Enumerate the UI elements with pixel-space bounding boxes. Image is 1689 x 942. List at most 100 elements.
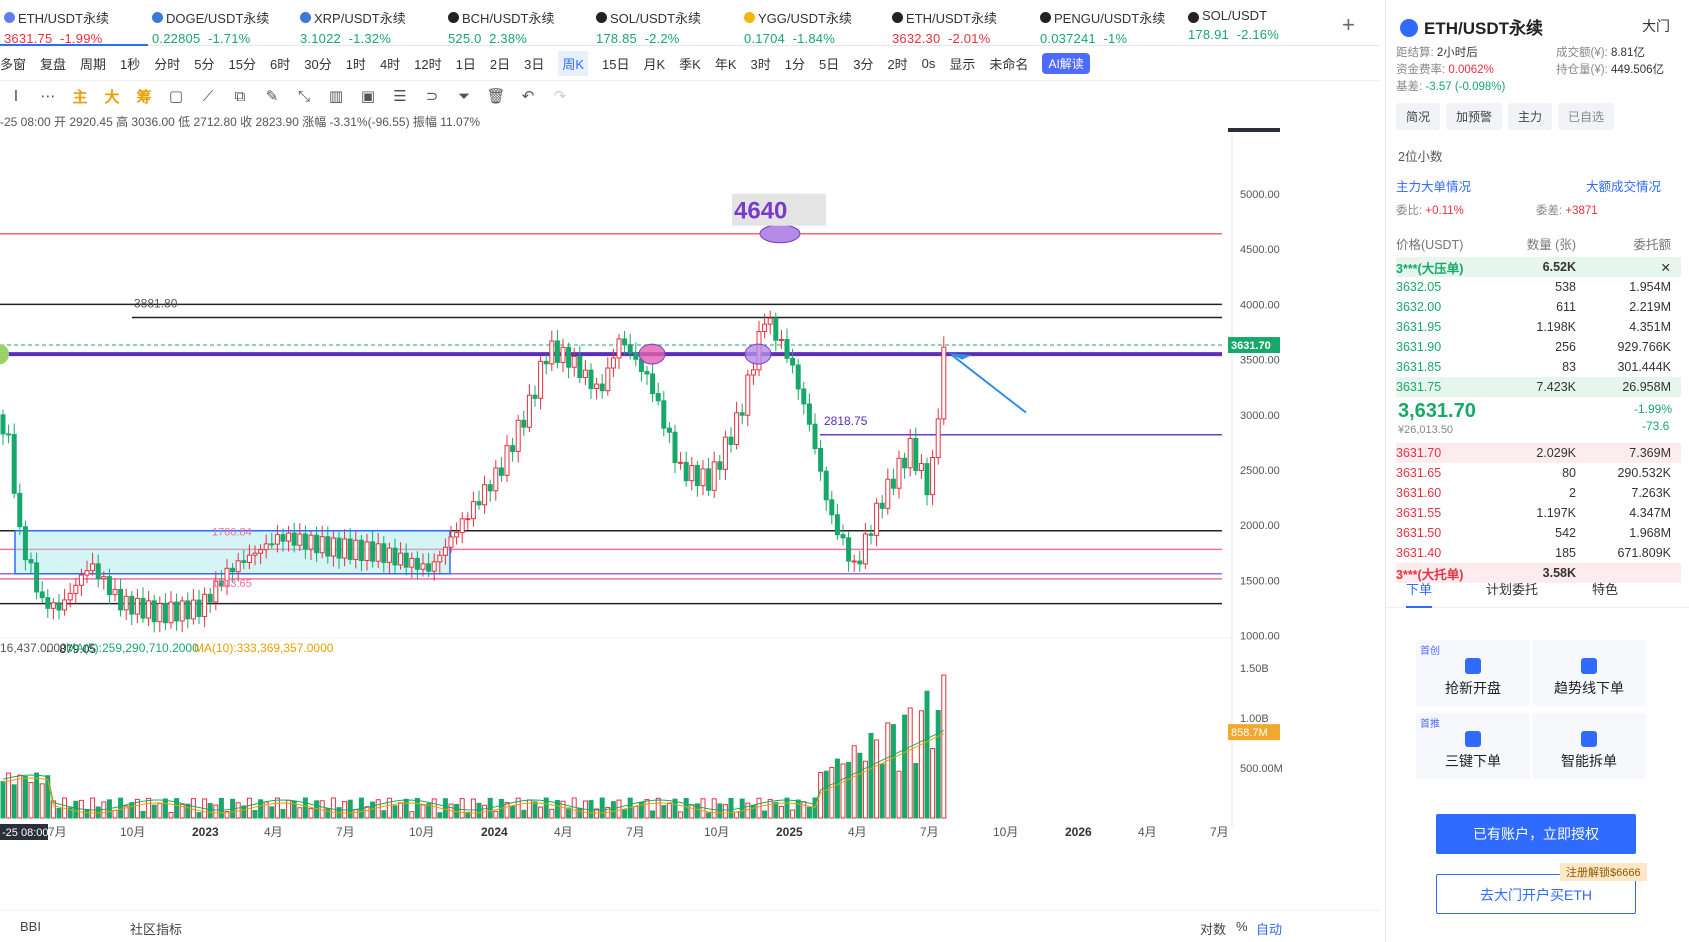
filter-icon[interactable]: ⏷ [457, 87, 470, 105]
community-indicator[interactable]: 社区指标 [130, 922, 183, 937]
toolbar-item[interactable]: 1时 [345, 57, 366, 72]
volume-tick: 1.00B [1240, 713, 1269, 725]
main-force-button[interactable]: 主 [72, 88, 88, 106]
symbol-tab[interactable]: XRP/USDT永续 3.1022 -1.32% [296, 0, 444, 46]
orderbook-row[interactable]: 3631.55 1.197K 4.347M [1396, 503, 1681, 523]
toolbar-item[interactable]: 5日 [818, 57, 840, 72]
card-tag: 首创 [1420, 646, 1440, 657]
orderbook-row[interactable]: 3631.70 2.029K 7.369M [1396, 443, 1681, 463]
orderbook-row[interactable]: 3631.75 7.423K 26.958M [1396, 377, 1681, 397]
tab-order[interactable]: 下单 [1406, 578, 1433, 608]
toolbar-item[interactable]: 2日 [489, 57, 511, 72]
toolbar-item[interactable]: 显示 [949, 57, 976, 72]
toolbar-item[interactable]: 未命名 [989, 57, 1029, 72]
symbol-tab[interactable]: ETH/USDT永续 3631.75 -1.99% [0, 0, 148, 46]
symbol-tab[interactable]: BCH/USDT永续 525.0 2.38% [444, 0, 592, 46]
symbol-tab[interactable]: SOL/USDT永续 178.85 -2.2% [592, 0, 740, 46]
alert-button[interactable]: 加预警 [1446, 103, 1503, 130]
toolbar-item[interactable]: 季K [679, 57, 701, 72]
orderbook-row[interactable]: 3631.50 542 1.968M [1396, 523, 1681, 543]
trash-icon[interactable]: 🗑 [486, 88, 506, 105]
toolbar-item[interactable]: 3分 [853, 57, 874, 72]
copy-icon[interactable]: ⧉ [234, 87, 246, 105]
main-force-panel-button[interactable]: 主力 [1508, 103, 1553, 130]
large-order-button[interactable]: 大 [104, 88, 120, 106]
feature-card[interactable]: 趋势线下单 [1532, 640, 1646, 706]
bars-icon[interactable]: ▥ [328, 88, 344, 105]
toolbar-item[interactable]: 1日 [455, 57, 476, 72]
orderbook-row[interactable]: 3631.95 1.198K 4.351M [1396, 317, 1681, 337]
gate-link[interactable]: 大门 [1642, 18, 1670, 34]
toolbar-item[interactable]: 复盘 [40, 57, 67, 72]
orderbook-row[interactable]: 3631.40 185 671.809K [1396, 543, 1681, 563]
undo-icon[interactable]: ↶ [521, 88, 535, 105]
ruler-icon[interactable]: ⟋ [202, 87, 214, 105]
toolbar-item[interactable]: 月K [643, 57, 666, 72]
lock-icon[interactable]: ▣ [360, 88, 376, 105]
toolbar-item[interactable]: AI解读 [1042, 53, 1090, 74]
toolbar-item[interactable]: 1秒 [120, 57, 141, 72]
tab-plan[interactable]: 计划委托 [1486, 582, 1539, 597]
toolbar-item[interactable]: 3时 [750, 57, 771, 72]
toolbar-item[interactable]: 6时 [270, 57, 291, 72]
basis-label: 基差: [1396, 81, 1423, 93]
clipboard-icon[interactable]: ▢ [168, 88, 184, 105]
pencil-icon[interactable]: ✎ [265, 88, 279, 105]
watchlist-button[interactable]: 已自选 [1558, 103, 1615, 130]
magnet-icon[interactable]: ⊃ [425, 88, 439, 105]
toolbar-item[interactable]: 1分 [784, 57, 805, 72]
big-ask-row[interactable]: 3***(大压单) 6.52K ✕ [1396, 257, 1681, 277]
open-account-button[interactable]: 去大门开户买ETH [1436, 874, 1636, 914]
log-scale-toggle[interactable]: 对数 [1200, 922, 1227, 937]
toolbar-item[interactable]: 30分 [304, 57, 332, 72]
toolbar-item[interactable]: 15分 [228, 57, 256, 72]
toolbar-item[interactable]: 5分 [194, 57, 215, 72]
toolbar-item[interactable]: 分时 [154, 57, 181, 72]
note-icon[interactable]: ☰ [393, 88, 407, 105]
toolbar-item[interactable]: 年K [714, 57, 737, 72]
feature-card[interactable]: 智能拆单 [1532, 713, 1646, 779]
add-tab-button[interactable]: + [1342, 12, 1355, 37]
price-chart[interactable]: 5000.00 4500.00 4000.00 3500.00 3000.00 2500.… [0, 116, 1316, 908]
orderbook-row[interactable]: 3631.60 2 7.263K [1396, 483, 1681, 503]
symbol-tab[interactable]: DOGE/USDT永续 0.22805 -1.71% [148, 0, 296, 46]
auto-scale-toggle[interactable]: 自动 [1256, 922, 1283, 937]
chips-button[interactable]: 筹 [136, 88, 152, 106]
big-bid-row[interactable]: 3***(大托单) 3.58K [1396, 563, 1681, 583]
main-order-link[interactable]: 主力大单情况 [1396, 180, 1472, 194]
toolbar-item[interactable]: 4时 [379, 57, 401, 72]
ob-qty: 7.423K [1536, 380, 1576, 394]
toolbar-item[interactable]: 多窗 [0, 57, 27, 72]
trend-icon[interactable]: ⤡ [297, 87, 310, 105]
authorize-button[interactable]: 已有账户，立即授权 [1436, 814, 1636, 854]
tab-feature[interactable]: 特色 [1592, 582, 1619, 597]
close-icon[interactable]: ✕ [1660, 260, 1671, 275]
symbol-tab[interactable]: SOL/USDT 178.91 -2.16% [1184, 0, 1332, 45]
toolbar-item[interactable]: 周K [558, 51, 589, 76]
decimals-select[interactable]: 2位小数 [1398, 150, 1443, 164]
symbol-tab[interactable]: ETH/USDT永续 3632.30 -2.01% [888, 0, 1036, 46]
large-trade-link[interactable]: 大额成交情况 [1586, 180, 1662, 194]
toolbar-item[interactable]: 0s [921, 56, 936, 71]
symbol-tab[interactable]: YGG/USDT永续 0.1704 -1.84% [740, 0, 888, 46]
orderbook-row[interactable]: 3632.05 538 1.954M [1396, 277, 1681, 297]
chart-svg[interactable]: 5000.00 4500.00 4000.00 3500.00 3000.00 2500.… [0, 116, 1316, 908]
orderbook-row[interactable]: 3631.90 256 929.766K [1396, 337, 1681, 357]
orderbook-row[interactable]: 3631.85 83 301.444K [1396, 357, 1681, 377]
toolbar-item[interactable]: 3日 [524, 57, 545, 72]
bbi-indicator[interactable]: BBI [20, 919, 41, 934]
feature-card[interactable]: 首创 抢新开盘 [1416, 640, 1530, 706]
feature-card[interactable]: 首推 三键下单 [1416, 713, 1530, 779]
toolbar-item[interactable]: 15日 [602, 57, 630, 72]
toolbar-item[interactable]: 周期 [80, 57, 107, 72]
redo-icon[interactable]: ↷ [553, 88, 567, 105]
percent-toggle[interactable]: % [1236, 919, 1248, 934]
orderbook-row[interactable]: 3632.00 611 2.219M [1396, 297, 1681, 317]
symbol-tab[interactable]: PENGU/USDT永续 0.037241 -1% [1036, 0, 1184, 46]
toolbar-item[interactable]: 12时 [414, 57, 442, 72]
orderbook-row[interactable]: 3631.65 80 290.532K [1396, 463, 1681, 483]
toolbar-item[interactable]: 2时 [887, 57, 908, 72]
more-tools-icon[interactable]: ⋯ [40, 88, 56, 105]
summary-button[interactable]: 简况 [1396, 103, 1441, 130]
text-tool-icon[interactable]: Ⅰ [13, 88, 19, 105]
